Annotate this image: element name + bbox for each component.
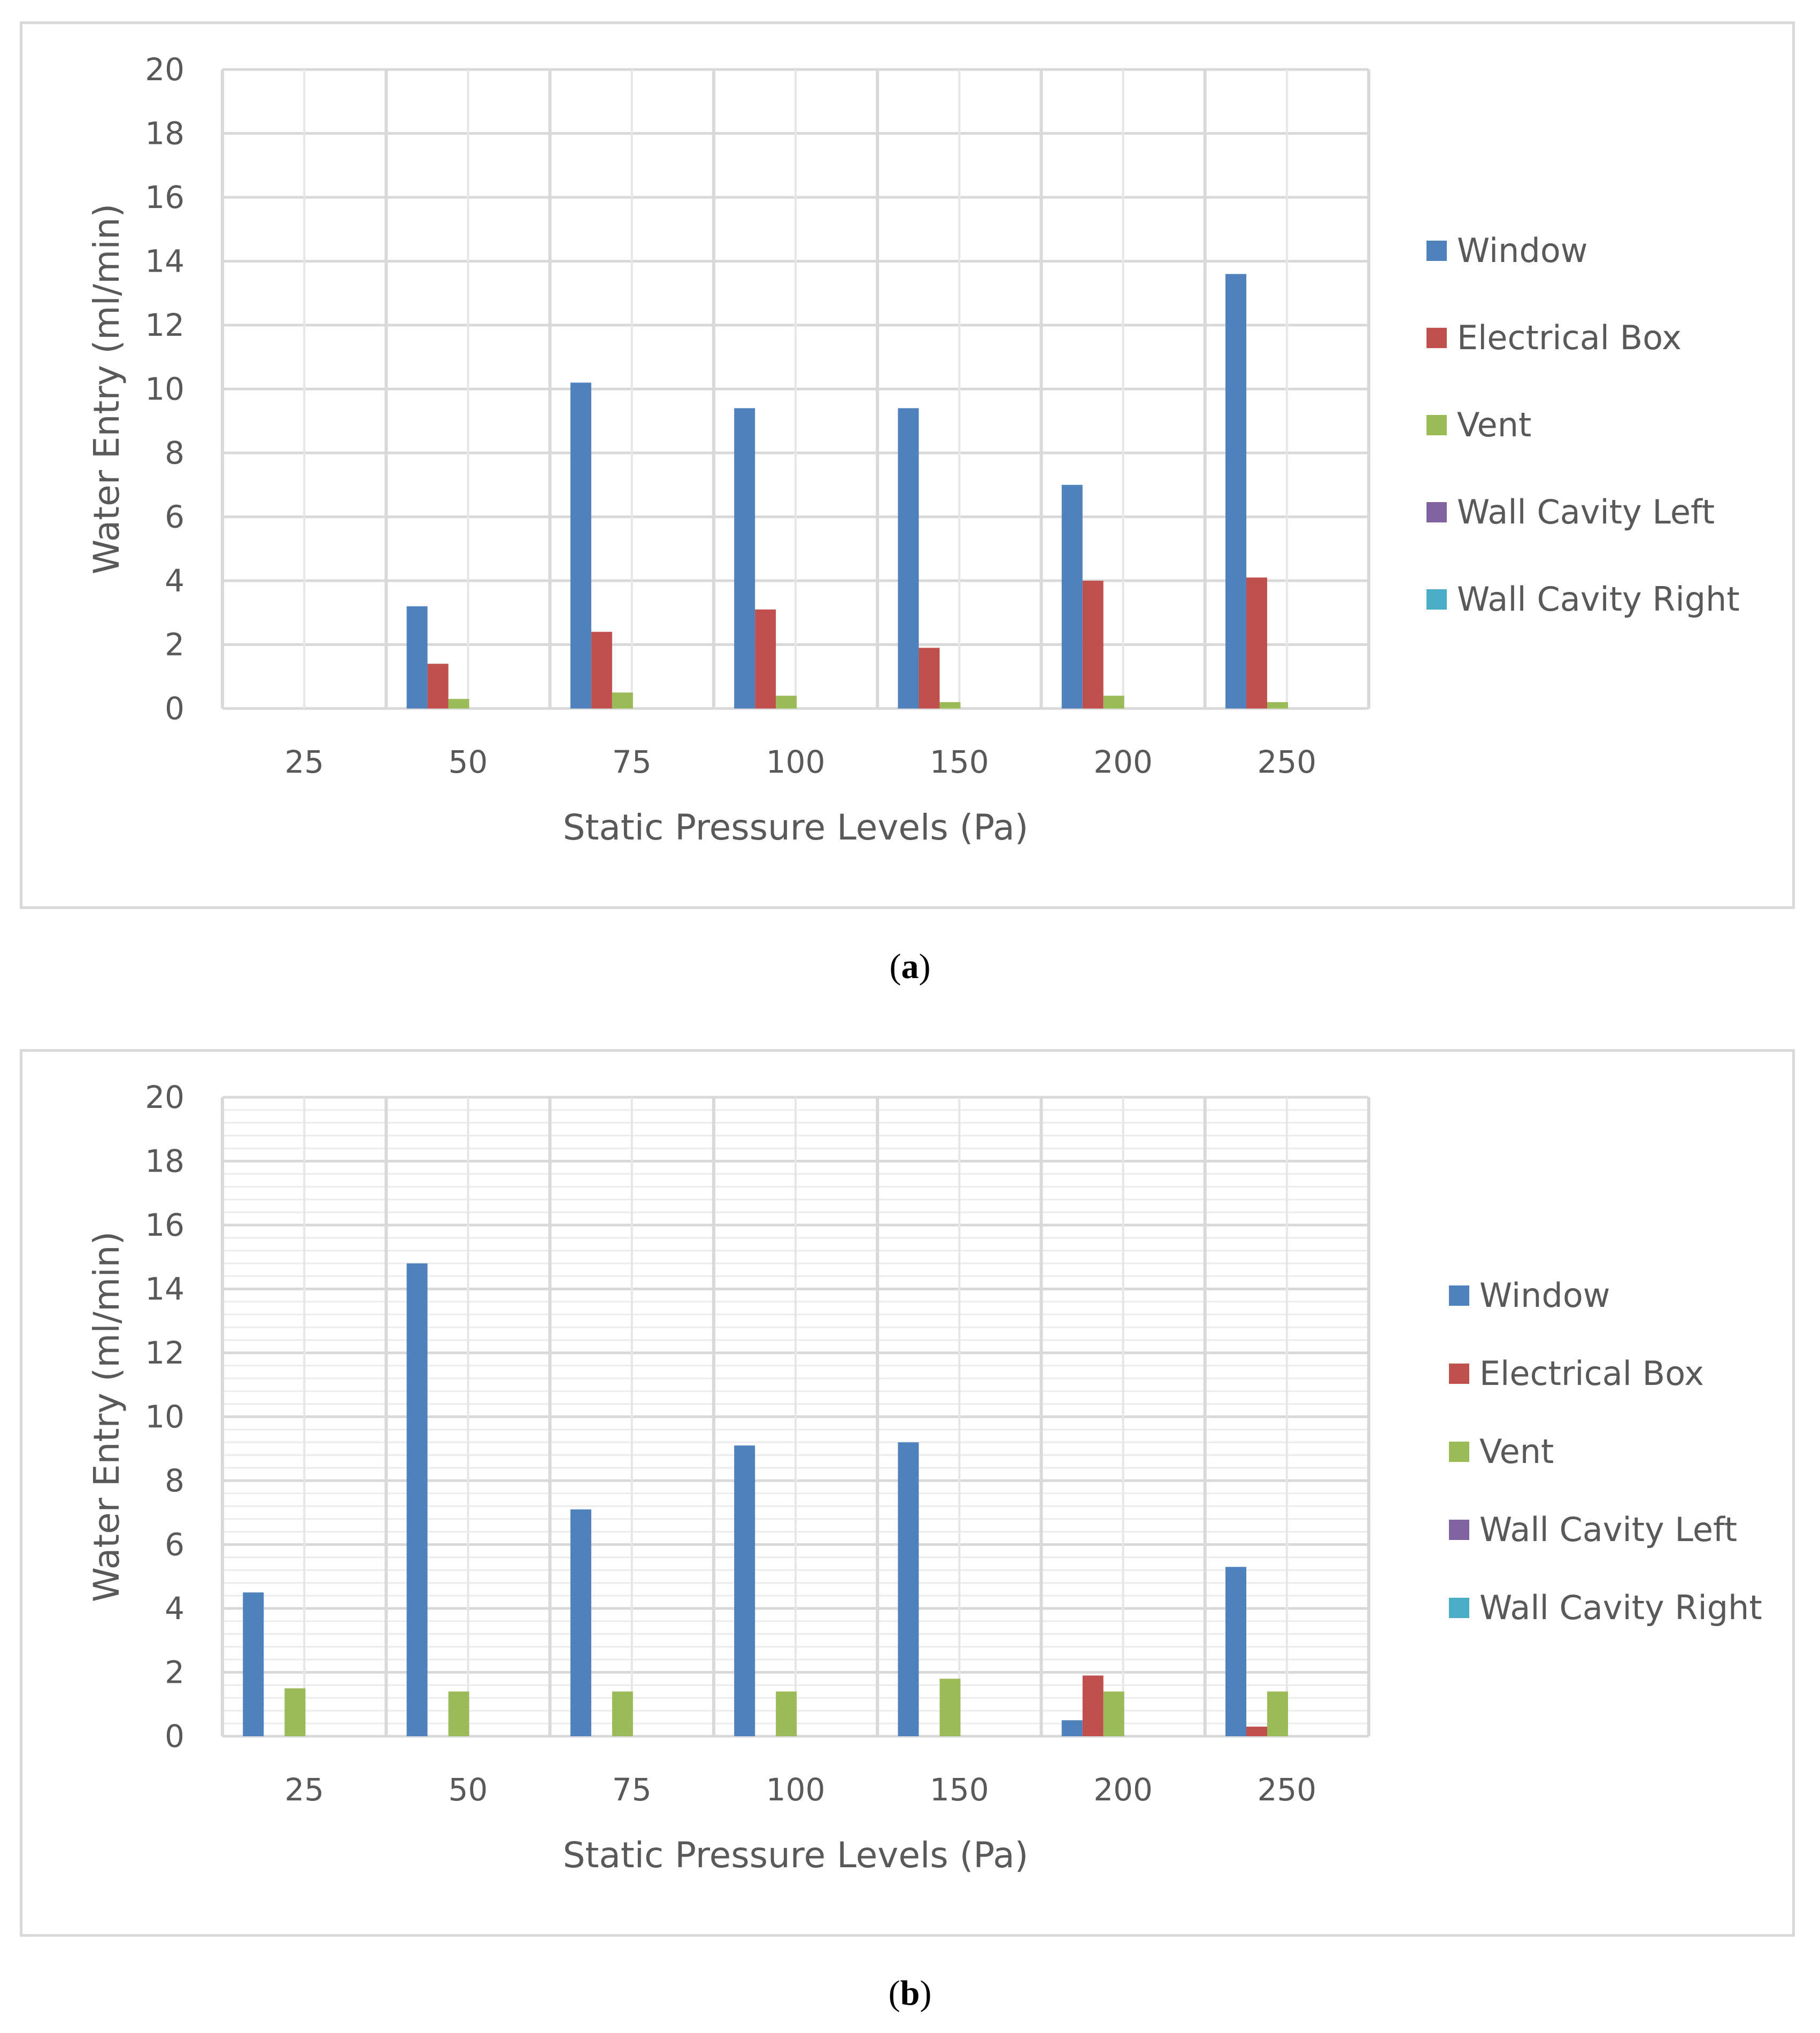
legend-label: Vent bbox=[1479, 1432, 1554, 1471]
y-tick-label: 0 bbox=[165, 690, 184, 727]
bar-window-150 bbox=[898, 1442, 919, 1736]
bar-electrical-box-250 bbox=[1246, 1727, 1267, 1736]
y-tick-label: 4 bbox=[165, 1590, 184, 1627]
y-tick-label: 12 bbox=[145, 307, 184, 343]
bar-window-50 bbox=[406, 606, 428, 709]
y-tick-label: 6 bbox=[165, 1527, 184, 1563]
bar-window-75 bbox=[570, 1509, 591, 1736]
y-tick-label: 14 bbox=[145, 1271, 184, 1307]
bar-electrical-box-250 bbox=[1246, 577, 1267, 709]
y-tick-label: 12 bbox=[145, 1335, 184, 1371]
y-tick-label: 18 bbox=[145, 1143, 184, 1180]
y-axis-title: Water Entry (ml/min) bbox=[86, 204, 127, 574]
x-axis-title: Static Pressure Levels (Pa) bbox=[563, 807, 1029, 848]
bar-vent-150 bbox=[939, 702, 961, 709]
x-tick-label: 50 bbox=[449, 744, 488, 780]
bar-vent-75 bbox=[612, 1691, 633, 1736]
bar-vent-75 bbox=[612, 692, 633, 709]
bar-vent-100 bbox=[776, 1691, 797, 1736]
bar-vent-250 bbox=[1267, 1691, 1288, 1736]
y-tick-label: 10 bbox=[145, 1399, 184, 1435]
bar-vent-200 bbox=[1103, 1691, 1124, 1736]
bar-vent-50 bbox=[448, 699, 469, 709]
x-tick-label: 250 bbox=[1257, 744, 1316, 780]
bar-window-150 bbox=[898, 408, 919, 709]
y-tick-label: 2 bbox=[165, 627, 184, 663]
bar-window-100 bbox=[734, 1445, 755, 1736]
x-tick-label: 75 bbox=[612, 744, 652, 780]
bar-electrical-box-200 bbox=[1082, 581, 1104, 709]
legend-swatch-window bbox=[1449, 1285, 1469, 1306]
bar-electrical-box-200 bbox=[1082, 1675, 1104, 1736]
y-tick-label: 16 bbox=[145, 1207, 184, 1243]
x-tick-label: 150 bbox=[930, 1772, 989, 1808]
bar-window-200 bbox=[1061, 1720, 1083, 1736]
legend-swatch-electrical-box bbox=[1449, 1364, 1469, 1384]
legend-swatch-wall-cavity-right bbox=[1426, 589, 1447, 610]
y-tick-label: 14 bbox=[145, 243, 184, 280]
legend-swatch-electrical-box bbox=[1426, 328, 1447, 348]
legend-label: Wall Cavity Left bbox=[1457, 492, 1715, 532]
y-tick-label: 8 bbox=[165, 435, 184, 471]
bar-chart-a: 0 2 4 6 8 10 12 14 16 18 20 25 50 75 100 150 200 250 Stati… bbox=[86, 51, 1740, 848]
x-tick-label: 25 bbox=[284, 1772, 324, 1808]
bar-window-200 bbox=[1061, 484, 1083, 709]
x-axis-title: Static Pressure Levels (Pa) bbox=[563, 1835, 1029, 1876]
y-tick-label: 18 bbox=[145, 115, 184, 152]
bar-vent-25 bbox=[284, 1688, 306, 1736]
x-tick-label: 150 bbox=[930, 744, 989, 780]
legend-swatch-window bbox=[1426, 241, 1447, 261]
y-tick-label: 20 bbox=[145, 1079, 184, 1115]
bar-vent-150 bbox=[939, 1678, 961, 1736]
legend-label: Vent bbox=[1457, 405, 1531, 444]
bar-window-75 bbox=[570, 382, 591, 709]
legend-label: Window bbox=[1479, 1276, 1610, 1315]
y-axis-title: Water Entry (ml/min) bbox=[86, 1231, 127, 1602]
bar-window-250 bbox=[1225, 1567, 1246, 1736]
x-tick-label: 200 bbox=[1093, 1772, 1153, 1808]
x-tick-label: 100 bbox=[766, 744, 826, 780]
legend-label: Window bbox=[1457, 231, 1587, 270]
legend-label: Wall Cavity Right bbox=[1457, 580, 1740, 619]
x-tick-label: 200 bbox=[1093, 744, 1153, 780]
y-tick-label: 2 bbox=[165, 1654, 184, 1691]
caption-b: (b) bbox=[888, 1974, 932, 2013]
y-tick-label: 10 bbox=[145, 371, 184, 407]
bar-vent-50 bbox=[448, 1691, 469, 1736]
legend-label: Wall Cavity Right bbox=[1479, 1588, 1762, 1627]
bar-chart-b: 0 2 4 6 8 10 12 14 16 18 20 25 50 75 100 150 200 250 Stati… bbox=[86, 1079, 1762, 1876]
y-tick-label: 20 bbox=[145, 51, 184, 88]
bar-vent-250 bbox=[1267, 702, 1288, 709]
bar-electrical-box-150 bbox=[919, 648, 940, 709]
bar-window-50 bbox=[406, 1263, 428, 1736]
bar-electrical-box-50 bbox=[427, 664, 449, 709]
x-tick-label: 25 bbox=[284, 744, 324, 780]
legend-label: Electrical Box bbox=[1479, 1354, 1704, 1393]
bar-vent-200 bbox=[1103, 696, 1124, 709]
bar-electrical-box-100 bbox=[755, 609, 776, 709]
bar-window-100 bbox=[734, 408, 755, 709]
y-tick-label: 4 bbox=[165, 563, 184, 599]
y-tick-label: 6 bbox=[165, 499, 184, 535]
legend-label: Electrical Box bbox=[1457, 318, 1682, 357]
legend-swatch-wall-cavity-left bbox=[1449, 1520, 1469, 1540]
x-tick-label: 50 bbox=[449, 1772, 488, 1808]
x-tick-label: 100 bbox=[766, 1772, 826, 1808]
bar-vent-100 bbox=[776, 696, 797, 709]
legend-swatch-wall-cavity-right bbox=[1449, 1598, 1469, 1618]
y-tick-label: 0 bbox=[165, 1718, 184, 1754]
bar-electrical-box-75 bbox=[591, 632, 612, 709]
x-tick-label: 250 bbox=[1257, 1772, 1316, 1808]
legend-swatch-vent bbox=[1426, 415, 1447, 435]
bar-window-25 bbox=[243, 1592, 264, 1736]
legend-swatch-wall-cavity-left bbox=[1426, 502, 1447, 522]
bar-window-250 bbox=[1225, 274, 1246, 709]
y-tick-label: 8 bbox=[165, 1462, 184, 1499]
x-tick-label: 75 bbox=[612, 1772, 652, 1808]
legend-swatch-vent bbox=[1449, 1442, 1469, 1462]
caption-a: (a) bbox=[889, 947, 931, 986]
legend-label: Wall Cavity Left bbox=[1479, 1510, 1737, 1549]
y-tick-label: 16 bbox=[145, 179, 184, 215]
